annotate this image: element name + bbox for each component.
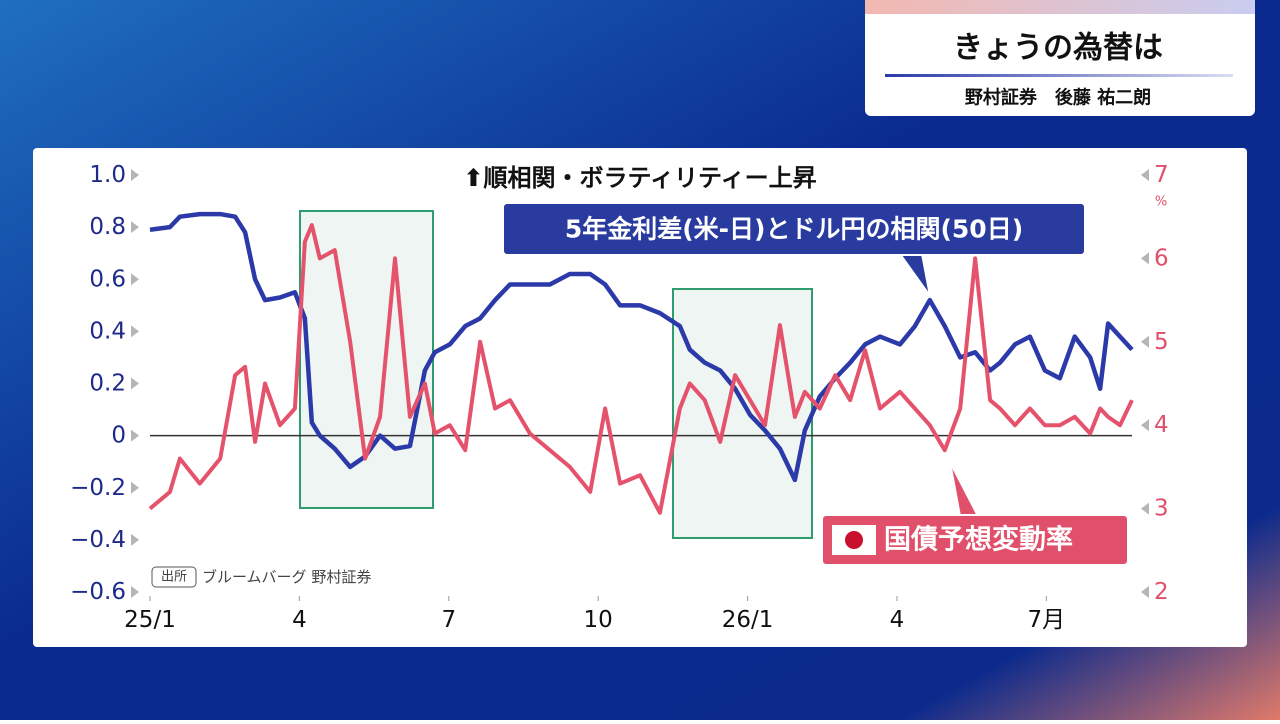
header-subtitle: 野村証券 後藤 祐二朗	[965, 87, 1151, 109]
y-tick-label: 0	[111, 423, 126, 449]
y2-tick-label: 4	[1154, 412, 1169, 438]
series-line	[148, 223, 1134, 515]
x-tick-label: 4	[890, 607, 905, 633]
y-tick-label: −0.2	[70, 475, 126, 501]
flag-sun	[845, 531, 863, 549]
y-tick-label: 0.4	[89, 318, 126, 344]
y2-tick-label: 7	[1154, 162, 1169, 188]
blue-callout: 5年金利差(米-日)とドル円の相関(50日)	[502, 202, 1086, 297]
y2-tick-label: 2	[1154, 579, 1169, 605]
y-tick-mark	[131, 169, 139, 181]
y-tick-label: −0.4	[70, 527, 126, 553]
y2-unit: %	[1155, 195, 1167, 210]
x-tick-label: 4	[292, 607, 307, 633]
x-tick-label: 7	[441, 607, 456, 633]
source: ブルームバーグ 野村証券	[202, 568, 371, 586]
y-tick-mark	[131, 273, 139, 286]
header-strip	[865, 0, 1255, 14]
red-callout: 国債予想変動率	[821, 461, 1129, 566]
y-tick-mark	[131, 429, 139, 442]
y-tick-label: 0.6	[89, 266, 126, 292]
y-tick-mark	[131, 221, 139, 234]
plot: −0.6 −0.4 −0.2 0 0.2 0.4 0.6 0.8 1.0 2 3 4 5 6 7% 25/1 4…	[70, 162, 1169, 633]
callout-box	[502, 202, 1086, 256]
header-title: きょうの為替は	[953, 31, 1163, 66]
legend-label: 5年金利差(米-日)とドル円の相関(50日)	[565, 215, 1023, 244]
header-box	[865, 0, 1255, 116]
y-tick-mark	[131, 533, 139, 546]
header-card: きょうの為替は 野村証券 後藤 祐二朗	[865, 0, 1255, 116]
y-tick-label: 0.2	[89, 371, 126, 397]
y2-tick-mark	[1141, 169, 1149, 181]
y2-tick-mark	[1141, 419, 1149, 432]
y2-tick-label: 5	[1154, 329, 1169, 355]
x-tick-label: 26/1	[722, 607, 774, 633]
chart-title: ⬆順相関・ボラティリティー上昇	[463, 164, 816, 192]
x-tick-label: 25/1	[124, 607, 176, 633]
y2-tick-mark	[1141, 586, 1149, 598]
source-label: 出所	[161, 570, 187, 585]
y-tick-mark	[131, 325, 139, 338]
y2-tick-label: 3	[1154, 496, 1169, 522]
x-tick-label: 10	[584, 607, 613, 633]
highlight-box	[672, 288, 813, 539]
y-tick-mark	[131, 586, 139, 598]
callout-box	[821, 514, 1129, 566]
y2-tick-mark	[1141, 502, 1149, 515]
y2-tick-mark	[1141, 335, 1149, 348]
y-tick-mark	[131, 481, 139, 494]
y-tick-label: 1.0	[89, 162, 126, 188]
source-badge	[151, 566, 197, 588]
y-tick-label: 0.8	[89, 214, 126, 240]
y2-tick-mark	[1141, 252, 1149, 265]
header-underline	[885, 74, 1233, 77]
x-tick-label: 7月	[1028, 607, 1066, 633]
y2-tick-label: 6	[1154, 245, 1169, 271]
y-tick-label: −0.6	[70, 579, 126, 605]
legend-label: 国債予想変動率	[884, 524, 1073, 556]
y-tick-mark	[131, 377, 139, 390]
